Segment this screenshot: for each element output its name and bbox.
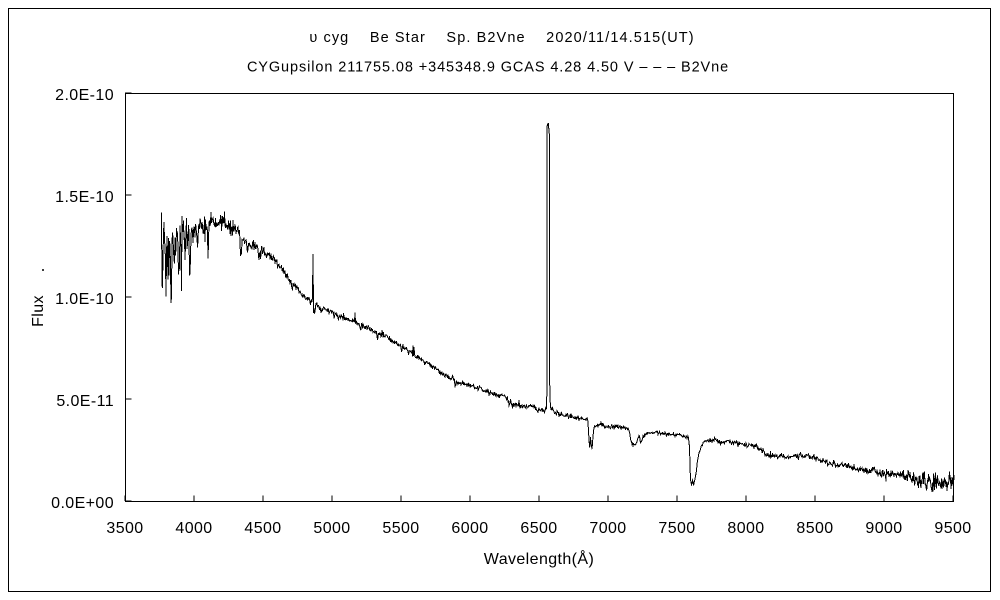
svg-text:1.0E-10: 1.0E-10 [55, 291, 114, 308]
svg-text:5500: 5500 [382, 520, 419, 537]
svg-text:8000: 8000 [727, 520, 764, 537]
svg-text:5.0E-11: 5.0E-11 [56, 393, 114, 410]
svg-text:7500: 7500 [658, 520, 695, 537]
svg-text:0.0E+00: 0.0E+00 [51, 495, 114, 512]
svg-text:7000: 7000 [589, 520, 626, 537]
svg-text:9500: 9500 [934, 520, 971, 537]
svg-text:CYGupsilon 211755.08 +345348.9: CYGupsilon 211755.08 +345348.9 GCAS 4.28… [247, 60, 729, 76]
svg-text:υ cyg Be Star Sp. B2Vne: υ cyg Be Star Sp. B2Vne 2020/11/14.515(U… [309, 30, 694, 46]
svg-text:9000: 9000 [865, 520, 902, 537]
svg-text:5000: 5000 [313, 520, 350, 537]
svg-text:Wavelength(Å): Wavelength(Å) [484, 549, 594, 568]
svg-text:6500: 6500 [520, 520, 557, 537]
svg-text:4500: 4500 [244, 520, 281, 537]
svg-text:6000: 6000 [451, 520, 488, 537]
svg-text:1.5E-10: 1.5E-10 [55, 189, 114, 206]
svg-text:2.0E-10: 2.0E-10 [55, 87, 114, 104]
svg-text:8500: 8500 [796, 520, 833, 537]
svg-text:Flux: Flux [30, 295, 47, 327]
svg-text:3500: 3500 [106, 520, 143, 537]
svg-text:4000: 4000 [175, 520, 212, 537]
